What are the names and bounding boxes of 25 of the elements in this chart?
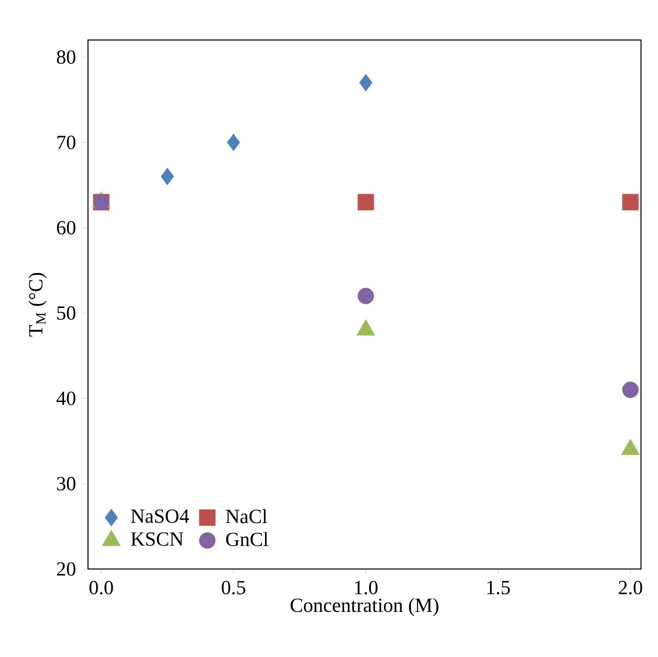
legend-label: GnCl — [226, 532, 268, 546]
point — [358, 194, 374, 210]
x-tick-label: 2.0 — [618, 580, 642, 594]
x-tick-label: 0.5 — [222, 580, 246, 594]
point — [160, 168, 174, 186]
y-tick-label: 70 — [57, 136, 76, 150]
y-axis-title: T$_{M}$ (°C) — [28, 272, 47, 337]
y-tick-label: 30 — [57, 476, 76, 490]
x-tick-label: 1.0 — [355, 580, 378, 594]
legend-label: NaCl — [226, 509, 268, 524]
y-tick-label: 20 — [57, 562, 76, 576]
point — [622, 194, 639, 210]
x-tick-label: 1.5 — [487, 580, 510, 594]
point — [226, 134, 240, 152]
point — [358, 288, 374, 304]
legend-label: KSCN — [131, 532, 184, 546]
legend-label: NaSO4 — [131, 509, 189, 523]
y-tick-label: 60 — [56, 220, 76, 234]
y-tick-label: 40 — [56, 392, 76, 406]
y-tick-label: 50 — [57, 306, 76, 320]
x-tick-label: 0.0 — [89, 580, 113, 594]
point — [622, 382, 639, 398]
y-tick-label: 80 — [56, 50, 76, 64]
point — [359, 74, 372, 92]
x-axis-title: Concentration (M) — [290, 598, 438, 616]
